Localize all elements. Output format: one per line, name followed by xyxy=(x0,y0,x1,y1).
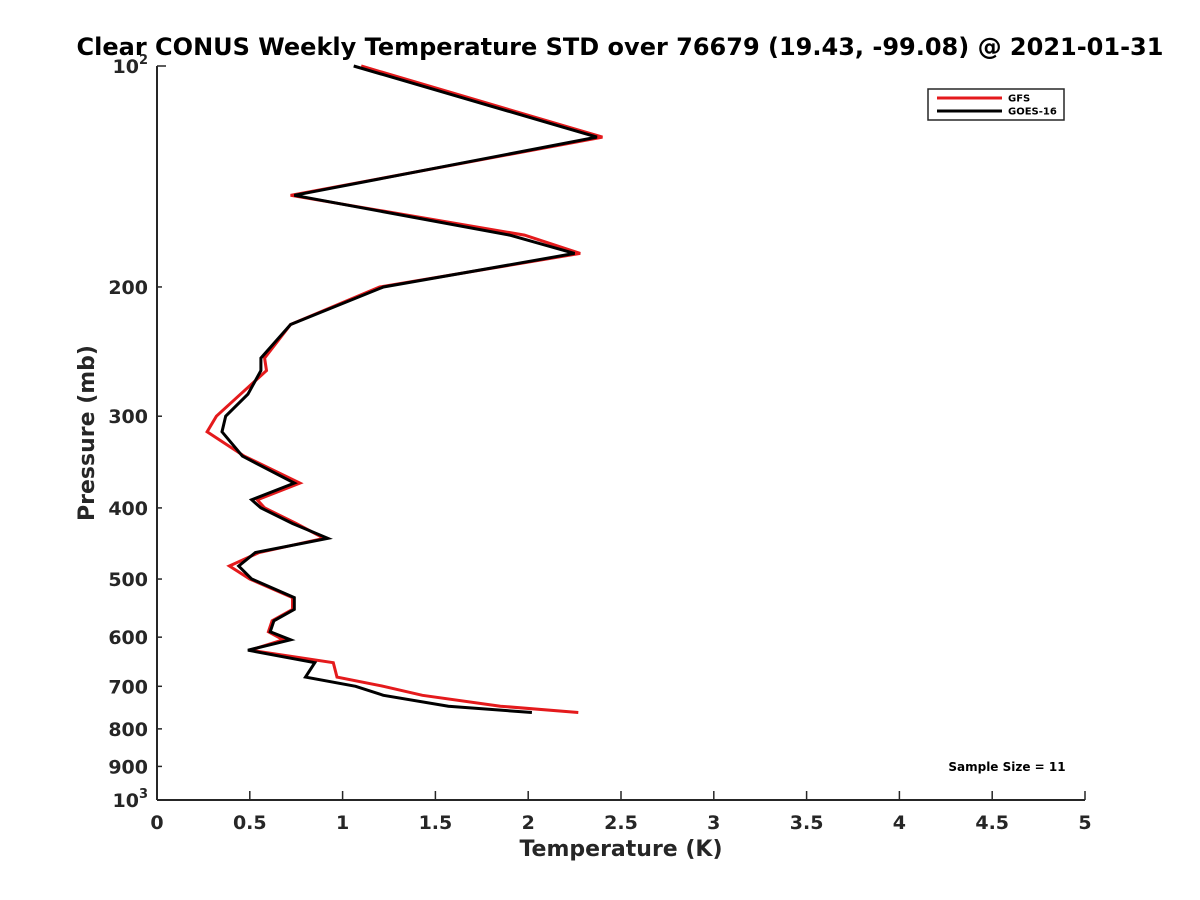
y-tick-label: 900 xyxy=(108,756,148,778)
y-tick-label: 102 xyxy=(113,53,149,78)
x-tick-label: 4.5 xyxy=(975,812,1009,834)
legend-items: GFS GOES-16 xyxy=(937,94,1057,118)
y-tick-label: 200 xyxy=(108,277,148,299)
x-tick-label: 3.5 xyxy=(790,812,824,834)
x-tick-label: 4 xyxy=(893,812,906,834)
y-tick-label: 600 xyxy=(108,627,148,649)
series-lines xyxy=(205,64,603,714)
legend-label: GFS xyxy=(1008,94,1030,105)
x-tick-label: 3 xyxy=(707,812,720,834)
y-tick-label: 103 xyxy=(113,787,149,812)
y-tick-label: 800 xyxy=(108,719,148,741)
y-ticks: 102 200 300 400 500 600 700 800 900 103 xyxy=(108,53,166,812)
x-ticks: 0 0.5 1 1.5 2 2.5 3 3.5 4 4.5 5 xyxy=(150,791,1092,834)
y-tick-label: 400 xyxy=(108,498,148,520)
x-tick-label: 0 xyxy=(150,812,163,834)
x-tick-label: 1 xyxy=(336,812,349,834)
y-tick-label: 300 xyxy=(108,406,148,428)
x-tick-label: 5 xyxy=(1078,812,1091,834)
y-axis-label: Pressure (mb) xyxy=(75,345,100,521)
chart-title: Clear CONUS Weekly Temperature STD over … xyxy=(77,33,1164,61)
x-tick-label: 2.5 xyxy=(604,812,638,834)
x-tick-label: 0.5 xyxy=(233,812,267,834)
y-tick-label: 700 xyxy=(108,676,148,698)
x-tick-label: 2 xyxy=(522,812,535,834)
legend-label: GOES-16 xyxy=(1008,107,1057,118)
legend: GFS GOES-16 xyxy=(927,88,1065,121)
series-line-goes-16 xyxy=(220,64,598,714)
series-line-gfs xyxy=(205,64,603,714)
x-axis-label: Temperature (K) xyxy=(519,837,722,862)
legend-box xyxy=(927,88,1065,121)
plot-area: 0 0.5 1 1.5 2 2.5 3 3.5 4 4.5 5 102 200 300 400 500 600… xyxy=(108,53,1091,834)
y-tick-label: 500 xyxy=(108,569,148,591)
x-tick-label: 1.5 xyxy=(419,812,453,834)
sample-size-annotation: Sample Size = 11 xyxy=(948,760,1065,774)
